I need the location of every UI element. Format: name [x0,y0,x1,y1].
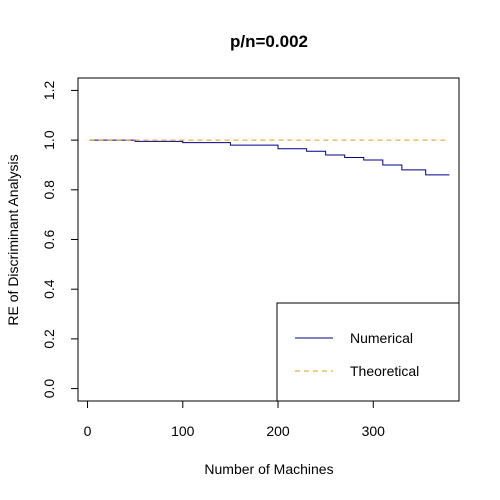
series-layer [89,139,450,176]
chart-title: p/n=0.002 [230,32,308,51]
y-tick-label: 1.2 [41,80,57,100]
y-tick-label: 0.2 [41,329,57,349]
y-tick-label: 0.8 [41,180,57,200]
y-axis-label: RE of Discriminant Analysis [5,154,21,325]
x-axis: 0 100 200 300 [84,400,386,439]
y-tick-label: 0.6 [41,230,57,250]
x-tick-label: 200 [266,423,290,439]
y-axis: 0.0 0.2 0.4 0.6 0.8 1.0 1.2 [41,80,79,399]
x-tick-label: 0 [84,423,92,439]
series-line-numerical [89,139,450,176]
x-tick-label: 300 [362,423,386,439]
y-tick-label: 0.0 [41,379,57,399]
legend-box [276,302,460,402]
x-axis-label: Number of Machines [204,461,333,477]
legend-label-numerical: Numerical [350,330,413,346]
x-tick-label: 100 [171,423,195,439]
y-tick-label: 0.4 [41,279,57,299]
y-tick-label: 1.0 [41,130,57,150]
legend: Numerical Theoretical [276,302,460,402]
legend-label-theoretical: Theoretical [350,363,419,379]
